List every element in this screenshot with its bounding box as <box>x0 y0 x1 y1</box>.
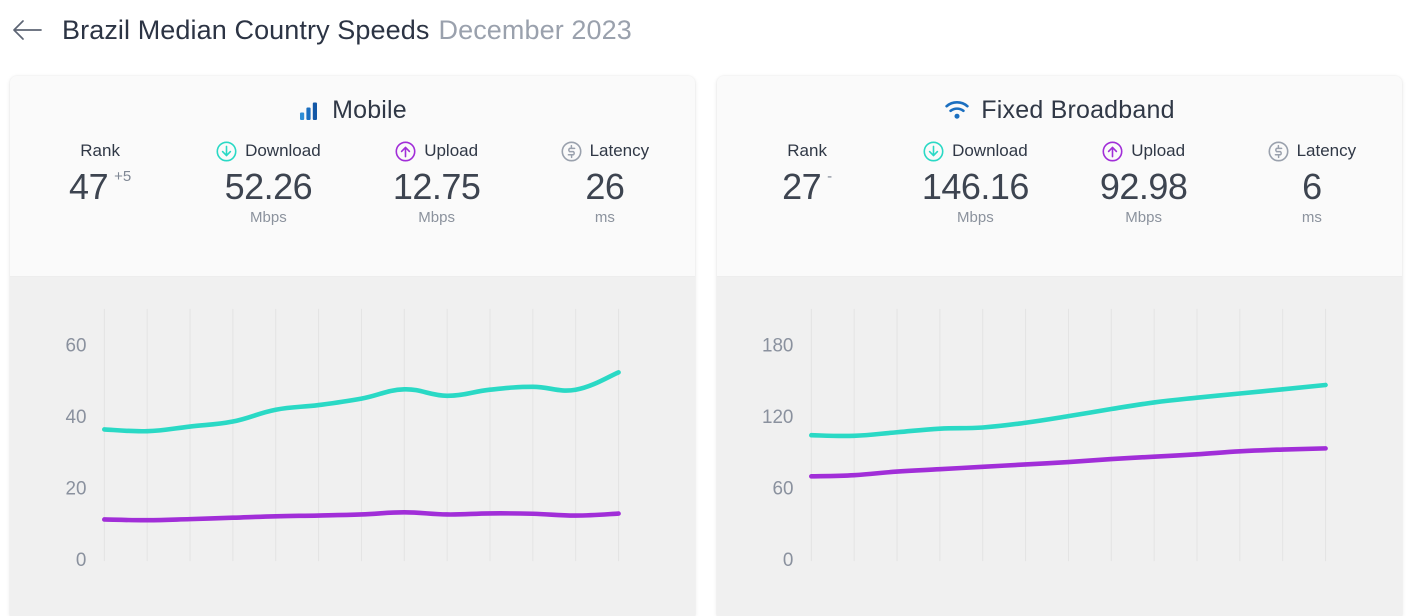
y-axis-tick-label: 60 <box>65 336 86 357</box>
stat-latency-value: 6 <box>1302 166 1322 207</box>
fixed-broadband-line-chart: 0 60 120 180 <box>762 277 1402 571</box>
stat-latency-unit: ms <box>1301 209 1322 227</box>
y-axis-tick-label: 180 <box>762 336 793 357</box>
y-axis-tick-label: 0 <box>76 550 86 571</box>
panel-mobile-title: Mobile <box>10 76 695 138</box>
y-axis-tick-label: 120 <box>762 407 793 428</box>
panel-mobile-stats: Rank 47 +5 <box>10 138 695 276</box>
download-icon <box>216 141 237 162</box>
stat-rank-delta: - <box>827 168 833 185</box>
stat-rank-value: 27 <box>782 166 822 207</box>
stat-latency-label: Latency <box>589 141 650 160</box>
stat-download-value: 52.26 <box>224 166 313 207</box>
latency-icon <box>561 141 582 162</box>
series-line-upload <box>811 448 1325 476</box>
stat-download: Download 146.16 Mbps <box>891 138 1059 226</box>
stat-download-value-row: 146.16 <box>921 166 1030 208</box>
stat-upload-value: 92.98 <box>1099 166 1188 207</box>
series-line-upload <box>104 512 618 520</box>
stat-download: Download 52.26 Mbps <box>184 138 352 226</box>
download-icon <box>923 141 944 162</box>
stat-rank-label: Rank <box>787 141 827 160</box>
stat-latency-label: Latency <box>1296 141 1357 160</box>
y-axis-tick-label: 60 <box>772 479 793 500</box>
stat-latency-head: Latency <box>561 138 650 164</box>
y-axis-tick-label: 0 <box>783 550 793 571</box>
stat-latency-head: Latency <box>1268 138 1357 164</box>
panel-fixed-broadband-stats: Rank 27 - <box>717 138 1402 276</box>
stat-rank-delta: +5 <box>114 168 132 185</box>
stat-latency: Latency 6 ms <box>1228 138 1396 226</box>
upload-icon <box>1102 141 1123 162</box>
stat-upload-value: 12.75 <box>392 166 481 207</box>
stat-rank-value-row: 27 - <box>782 166 832 208</box>
panel-mobile-title-text: Mobile <box>332 95 407 124</box>
page-title: Brazil Median Country Speeds December 20… <box>62 15 632 46</box>
stat-latency-value: 26 <box>585 166 625 207</box>
y-axis-tick-label: 40 <box>65 407 86 428</box>
stat-upload-unit: Mbps <box>418 209 455 227</box>
y-axis-tick-label: 20 <box>65 479 86 500</box>
stat-upload-label: Upload <box>424 141 479 160</box>
stat-download-unit: Mbps <box>250 209 287 227</box>
stat-upload-value-row: 92.98 <box>1100 166 1188 208</box>
stat-download-label: Download <box>952 141 1028 160</box>
stat-upload: Upload 12.75 Mbps <box>353 138 521 226</box>
panel-fixed-broadband-title-text: Fixed Broadband <box>981 95 1175 124</box>
page-title-period: December 2023 <box>438 14 632 45</box>
series-line-download <box>104 372 618 431</box>
series-line-download <box>811 385 1325 436</box>
panel-fixed-broadband-chart: 0 60 120 180 <box>717 276 1402 616</box>
stat-upload: Upload 92.98 Mbps <box>1060 138 1228 226</box>
page-title-main: Brazil Median Country Speeds <box>62 14 430 45</box>
stat-upload-head: Upload <box>395 138 478 164</box>
stat-rank-head: Rank <box>80 138 120 164</box>
stat-rank-head: Rank <box>787 138 827 164</box>
panel-mobile-chart: 0 20 40 60 <box>10 276 695 616</box>
stat-download-head: Download <box>216 138 321 164</box>
stat-rank-value: 47 <box>69 166 109 207</box>
panel-fixed-broadband-title: Fixed Broadband <box>717 76 1402 138</box>
stat-download-unit: Mbps <box>957 209 994 227</box>
stat-download-label: Download <box>245 141 321 160</box>
stat-upload-label: Upload <box>1131 141 1186 160</box>
panels-container: Mobile Rank 47 +5 <box>0 76 1412 616</box>
stat-latency: Latency 26 ms <box>521 138 689 226</box>
page-header: Brazil Median Country Speeds December 20… <box>0 0 1412 60</box>
stat-rank: Rank 47 +5 <box>16 138 184 209</box>
stat-latency-value-row: 6 <box>1302 166 1322 208</box>
signal-bars-icon <box>298 99 321 122</box>
panel-mobile: Mobile Rank 47 +5 <box>10 76 695 616</box>
stat-latency-unit: ms <box>594 209 615 227</box>
wifi-icon <box>944 99 970 121</box>
stat-download-value: 146.16 <box>921 166 1030 207</box>
panel-fixed-broadband: Fixed Broadband Rank 27 - <box>717 76 1402 616</box>
stat-upload-unit: Mbps <box>1125 209 1162 227</box>
stat-download-head: Download <box>923 138 1028 164</box>
stat-download-value-row: 52.26 <box>225 166 313 208</box>
stat-upload-value-row: 12.75 <box>393 166 481 208</box>
stat-rank-value-row: 47 +5 <box>69 166 131 208</box>
latency-icon <box>1268 141 1289 162</box>
stat-rank: Rank 27 - <box>723 138 891 209</box>
stat-upload-head: Upload <box>1102 138 1185 164</box>
arrow-left-icon[interactable] <box>10 13 44 47</box>
stat-latency-value-row: 26 <box>585 166 625 208</box>
upload-icon <box>395 141 416 162</box>
stat-rank-label: Rank <box>80 141 120 160</box>
mobile-line-chart: 0 20 40 60 <box>65 277 695 571</box>
